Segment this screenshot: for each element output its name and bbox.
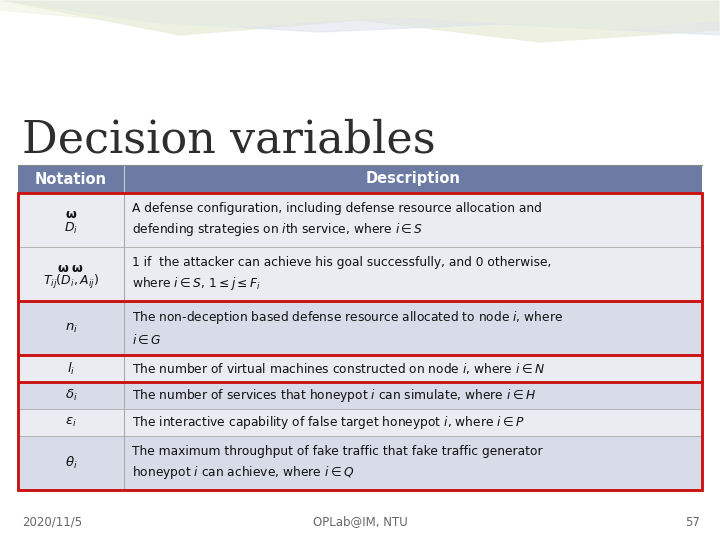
Bar [18, 355, 702, 382]
Text: 1 if  the attacker can achieve his goal successfully, and 0 otherwise,
where $i\: 1 if the attacker can achieve his goal s… [132, 256, 552, 292]
Text: Notation: Notation [35, 172, 107, 186]
Text: Description: Description [366, 172, 461, 186]
Text: The non-deception based defense resource allocated to node $i$, where
$i\in G$: The non-deception based defense resource… [132, 309, 563, 347]
Polygon shape [0, 0, 720, 42]
Text: A defense configuration, including defense resource allocation and
defending str: A defense configuration, including defen… [132, 202, 542, 238]
Text: $n_i$: $n_i$ [65, 321, 78, 335]
Bar [18, 436, 702, 490]
Text: The number of virtual machines constructed on node $i$, where $i\in N$: The number of virtual machines construct… [132, 361, 545, 376]
Text: $D_i$: $D_i$ [64, 220, 78, 235]
Text: $l_i$: $l_i$ [67, 361, 75, 376]
Bar [18, 193, 702, 247]
Text: The maximum throughput of fake traffic that fake traffic generator
honeypot $i$ : The maximum throughput of fake traffic t… [132, 445, 543, 481]
Text: $\delta_i$: $\delta_i$ [65, 388, 77, 403]
Text: $T_{ij}(D_i, A_{ij})$: $T_{ij}(D_i, A_{ij})$ [43, 273, 99, 291]
Text: $\theta_i$: $\theta_i$ [65, 455, 77, 471]
Text: The interactive capability of false target honeypot $i$, where $i\in P$: The interactive capability of false targ… [132, 414, 525, 431]
Bar [18, 382, 702, 490]
Text: $\mathbf{\omega}\ \mathbf{\omega}$: $\mathbf{\omega}\ \mathbf{\omega}$ [58, 262, 85, 275]
Bar [18, 409, 702, 436]
Polygon shape [0, 0, 720, 35]
Polygon shape [0, 0, 720, 54]
Bar [18, 247, 702, 301]
Polygon shape [0, 0, 720, 30]
Bar [18, 165, 702, 193]
Text: 2020/11/5: 2020/11/5 [22, 516, 82, 529]
Bar [18, 355, 702, 382]
Bar [18, 301, 702, 355]
Text: OPLab@IM, NTU: OPLab@IM, NTU [312, 516, 408, 529]
Text: $\mathbf{\omega}$: $\mathbf{\omega}$ [65, 208, 77, 221]
Bar [18, 301, 702, 355]
Bar [18, 382, 702, 409]
Text: Decision variables: Decision variables [22, 118, 436, 161]
Text: $\varepsilon_i$: $\varepsilon_i$ [66, 416, 77, 429]
Bar [18, 193, 702, 490]
Bar [18, 193, 702, 301]
Text: 57: 57 [685, 516, 700, 529]
Text: The number of services that honeypot $i$ can simulate, where $i\in H$: The number of services that honeypot $i$… [132, 387, 536, 404]
